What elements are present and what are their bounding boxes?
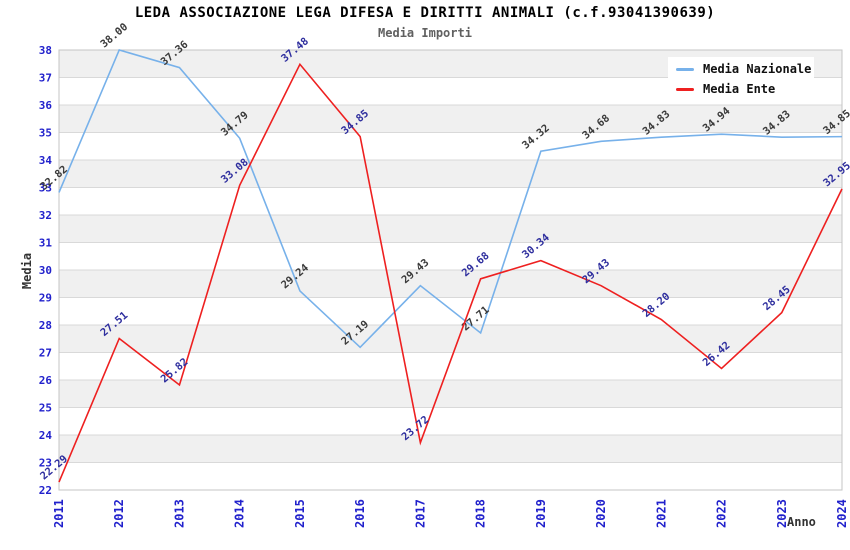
x-tick-label: 2021 bbox=[654, 499, 668, 528]
plot-band bbox=[59, 325, 842, 353]
y-axis-title: Media bbox=[20, 252, 34, 290]
x-tick-label: 2023 bbox=[775, 499, 789, 528]
x-tick-label: 2013 bbox=[172, 499, 186, 528]
y-tick-label: 27 bbox=[39, 347, 52, 360]
y-tick-label: 25 bbox=[39, 402, 52, 415]
y-tick-label: 28 bbox=[39, 319, 52, 332]
legend: Media Nazionale Media Ente bbox=[668, 57, 814, 103]
series-line-media-ente bbox=[58, 62, 843, 483]
y-tick-label: 30 bbox=[39, 264, 52, 277]
plot-band bbox=[59, 380, 842, 408]
x-tick-label: 2024 bbox=[835, 499, 849, 528]
legend-line-icon bbox=[676, 67, 694, 71]
y-tick-label: 29 bbox=[39, 292, 52, 305]
legend-item-media-nazionale: Media Nazionale bbox=[668, 59, 814, 79]
plot-band bbox=[59, 105, 842, 133]
legend-item-media-ente: Media Ente bbox=[668, 79, 814, 99]
x-tick-label: 2011 bbox=[52, 499, 66, 528]
plot-band bbox=[59, 270, 842, 298]
y-tick-label: 23 bbox=[39, 457, 52, 470]
x-tick-label: 2019 bbox=[534, 499, 548, 528]
y-tick-label: 26 bbox=[39, 374, 53, 387]
x-tick-label: 2014 bbox=[233, 499, 247, 528]
x-axis-title: Anno bbox=[787, 515, 816, 529]
x-tick-label: 2017 bbox=[413, 499, 427, 528]
chart-title: LEDA ASSOCIAZIONE LEGA DIFESA E DIRITTI … bbox=[134, 5, 716, 21]
legend-label: Media Nazionale bbox=[703, 62, 812, 76]
x-tick-label: 2012 bbox=[112, 499, 126, 528]
y-tick-label: 22 bbox=[39, 484, 52, 497]
x-tick-label: 2016 bbox=[353, 499, 367, 528]
data-point-label: 38.00 bbox=[98, 21, 130, 51]
x-tick-label: 2020 bbox=[594, 499, 608, 528]
x-tick-label: 2015 bbox=[293, 499, 307, 528]
chart-subtitle: Media Importi bbox=[378, 26, 472, 40]
y-tick-label: 33 bbox=[39, 182, 52, 195]
legend-label: Media Ente bbox=[703, 82, 776, 96]
legend-line-icon bbox=[676, 87, 694, 91]
y-tick-label: 38 bbox=[39, 44, 52, 57]
plot-band bbox=[59, 435, 842, 463]
y-tick-label: 32 bbox=[39, 209, 52, 222]
plot-band bbox=[59, 215, 842, 243]
plot-border bbox=[58, 49, 843, 491]
y-tick-label: 37 bbox=[39, 72, 52, 85]
y-tick-label: 36 bbox=[39, 99, 53, 112]
y-tick-label: 31 bbox=[39, 237, 53, 250]
plot-band bbox=[59, 160, 842, 188]
y-tick-label: 34 bbox=[39, 154, 53, 167]
series-line-media-nazionale bbox=[58, 49, 843, 349]
y-tick-label: 24 bbox=[39, 429, 53, 442]
y-tick-label: 35 bbox=[39, 127, 52, 140]
x-tick-label: 2018 bbox=[474, 499, 488, 528]
x-tick-label: 2022 bbox=[715, 499, 729, 528]
